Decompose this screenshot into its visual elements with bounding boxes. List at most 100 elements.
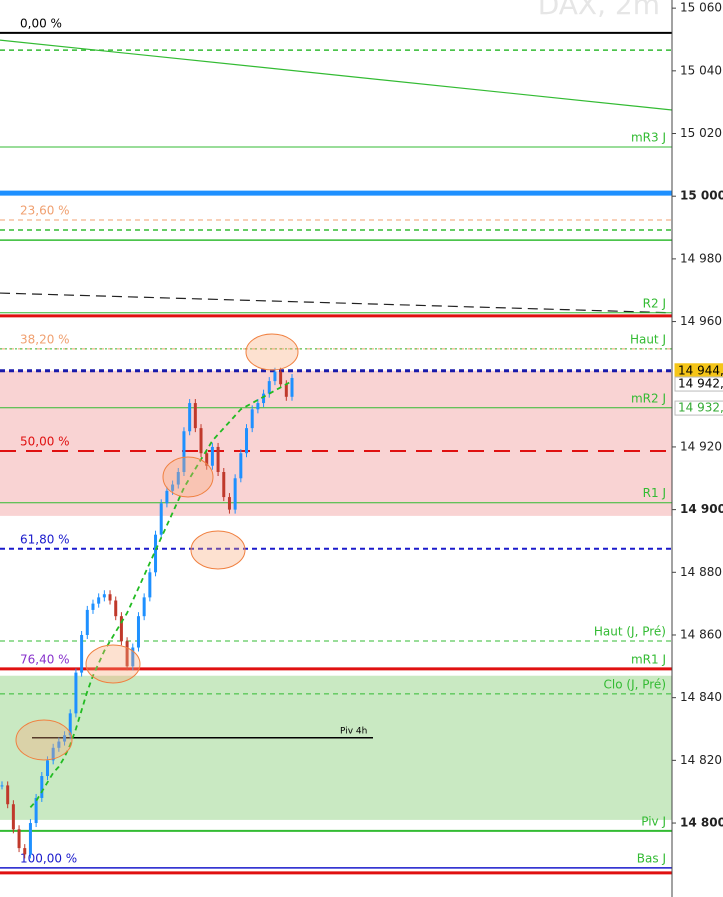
level-label: mR2 J (631, 391, 666, 405)
candle-body (74, 672, 78, 714)
candle-body (245, 428, 249, 454)
y-tick-label: 14 920 (680, 439, 722, 453)
candle-body (148, 572, 152, 598)
candle-body (102, 594, 106, 598)
candle-body (267, 381, 271, 394)
candle-body (63, 735, 67, 742)
y-tick-label: 14 960 (680, 314, 722, 328)
y-tick-label: 15 040 (680, 63, 722, 77)
candle-body (142, 597, 146, 617)
candle-body (97, 597, 101, 604)
candle-body (23, 848, 27, 855)
y-tick-label: 14 860 (680, 627, 722, 641)
level-label: Haut J (630, 332, 666, 346)
candle-body (233, 478, 237, 510)
candle-body (239, 453, 243, 479)
candle-body (182, 431, 186, 473)
candle-body (28, 823, 32, 855)
candle-body (250, 409, 254, 429)
candle-body (114, 600, 118, 617)
level-label: R1 J (643, 486, 666, 500)
candle-body (40, 776, 44, 798)
candle-body (154, 534, 158, 573)
trendline (0, 39, 673, 111)
level-label: mR1 J (631, 652, 666, 666)
candle-body (11, 804, 15, 830)
candle-body (165, 490, 169, 504)
price-tag-label: 14 944, (678, 363, 723, 377)
price-tag (674, 376, 723, 392)
levels: 0,00 % mR3 J 23,60 % R2 J 38,20 % Haut J mR2 J… (0, 16, 673, 875)
candle-body (131, 647, 135, 667)
candle-body (222, 472, 226, 498)
candle-body (34, 797, 38, 824)
level-label: Haut (J, Pré) (594, 624, 666, 638)
candle-body (159, 503, 163, 535)
y-tick-label: 15 020 (680, 126, 722, 140)
candle-body (51, 747, 55, 761)
y-tick-label: 14 800 (680, 816, 723, 830)
highlights (15, 333, 299, 761)
candle-body (256, 403, 260, 410)
level-label: R2 J (643, 296, 666, 310)
price-tag-label: 14 932,4 (678, 401, 723, 415)
highlight-circle (15, 719, 73, 761)
candle-body (227, 497, 231, 510)
candle-body (279, 371, 283, 385)
zone (0, 370, 672, 516)
level-label: 50,00 % (20, 435, 70, 449)
zones (0, 370, 672, 820)
candles (0, 367, 294, 859)
level-label: 76,40 % (20, 652, 70, 666)
candle-body (216, 446, 220, 473)
highlight-circle (162, 456, 214, 498)
y-tick-label: 15 000 (680, 189, 723, 203)
y-tick-label: 14 880 (680, 565, 722, 579)
candle-body (80, 634, 84, 673)
trendline (0, 292, 673, 314)
highlight-circle (85, 644, 141, 684)
level-label: Piv J (641, 814, 666, 828)
candle-body (0, 785, 4, 787)
candle-body (284, 384, 288, 397)
candle-body (17, 829, 21, 849)
candle-body (57, 741, 61, 748)
level-label: 23,60 % (20, 204, 70, 218)
candle-body (45, 760, 49, 777)
candle-body (273, 371, 277, 382)
candle-body (205, 453, 209, 466)
level-label: 61,80 % (20, 532, 70, 546)
highlight-circle (190, 530, 246, 570)
y-tick-label: 14 820 (680, 753, 722, 767)
candle-body (136, 616, 140, 648)
highlight-circle (245, 333, 299, 371)
candle-body (210, 446, 214, 466)
candle-body (193, 403, 197, 429)
level-label: 38,20 % (20, 332, 70, 346)
candle-body (6, 785, 10, 805)
candle-body (125, 641, 129, 667)
price-tag-label: 14 942,3 (678, 377, 723, 391)
candle-body (262, 393, 266, 404)
candle-body (171, 484, 175, 491)
price-tag (674, 400, 723, 416)
candle-body (68, 713, 72, 736)
y-tick-label: 15 060 (680, 1, 722, 15)
level-label: 0,00 % (20, 16, 62, 30)
candle-body (176, 472, 180, 485)
candle-body (85, 609, 89, 635)
candle-body (91, 603, 95, 610)
level-label: Bas J (637, 851, 666, 865)
watermark: DAX, 2m (538, 0, 660, 21)
candle-body (119, 616, 123, 642)
level-label: 100,00 % (20, 851, 77, 865)
y-tick-label: 14 900 (680, 502, 723, 516)
level-label: mR3 J (631, 130, 666, 144)
candle-body (199, 428, 203, 454)
zone (0, 675, 672, 820)
moving-average (29, 380, 293, 809)
level-label: Clo (J, Pré) (604, 677, 666, 691)
candle-body (108, 594, 112, 601)
candle-body (188, 403, 192, 432)
